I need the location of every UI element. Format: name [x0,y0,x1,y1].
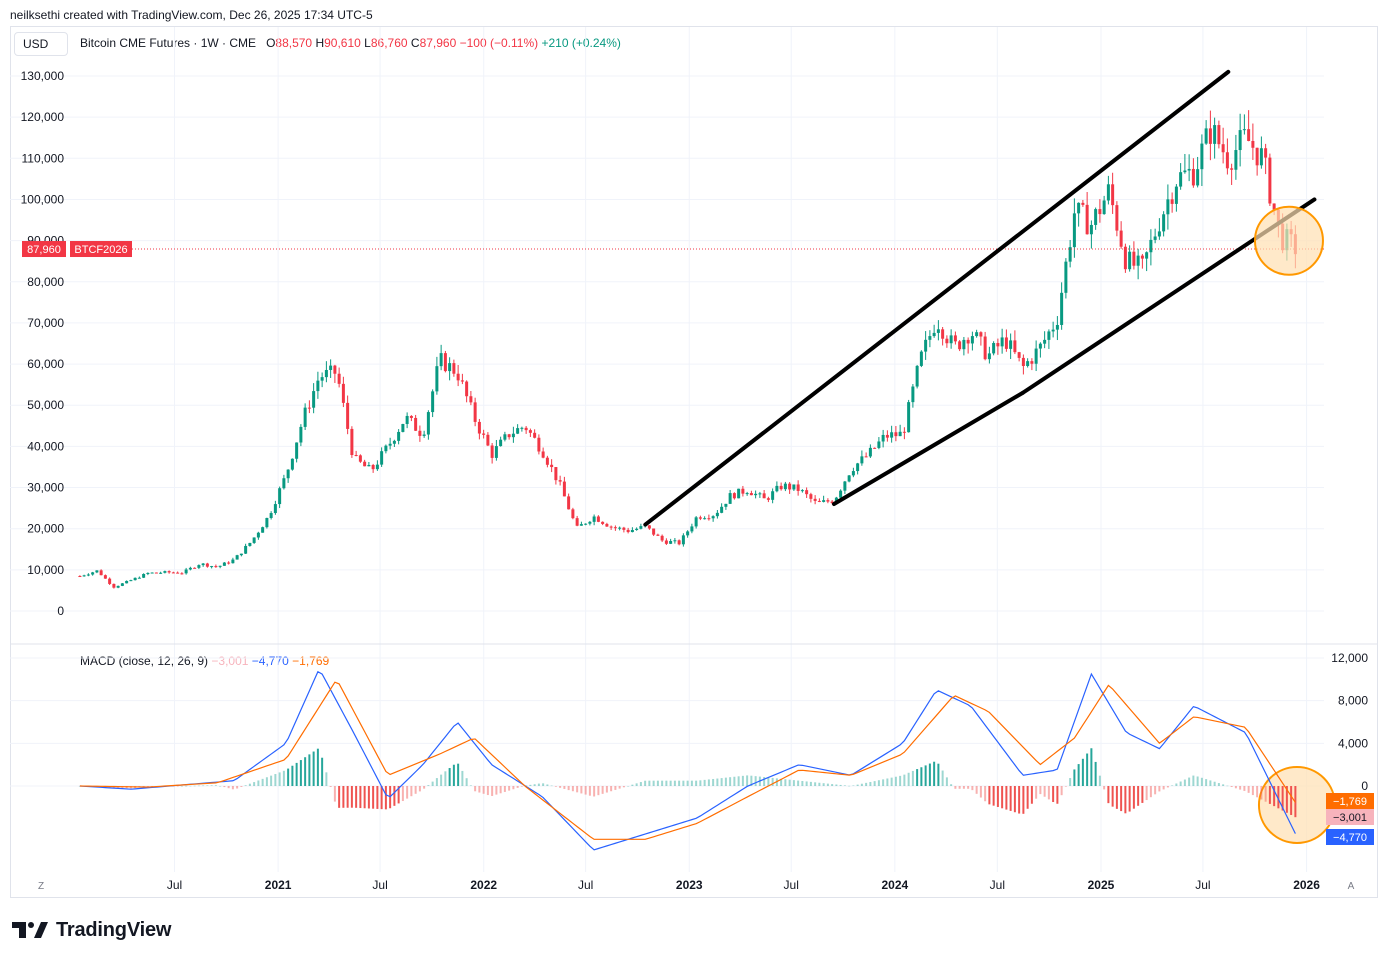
chart-frame [10,26,1378,898]
low-label: L [364,36,371,50]
chart-credit: neilksethi created with TradingView.com,… [10,8,373,22]
low-value: 86,760 [370,36,408,50]
tradingview-logo-icon [12,922,48,938]
tradingview-brand: TradingView [56,918,172,941]
close-label: C [410,36,420,50]
macd-hist-value: −3,001 [211,654,249,668]
macd-signal-value: −1,769 [292,654,330,668]
symbol-title[interactable]: Bitcoin CME Futures · 1W · CME [80,36,257,50]
open-label: O [266,36,276,50]
macd-legend: MACD (close, 12, 26, 9) −3,001 −4,770 −1… [80,654,329,668]
footer: TradingView [12,918,171,942]
open-value: 88,570 [275,36,313,50]
macd-title[interactable]: MACD (close, 12, 26, 9) [80,654,209,668]
close-value: 87,960 [419,36,457,50]
high-label: H [315,36,325,50]
main-legend: Bitcoin CME Futures · 1W · CME O88,570 H… [80,36,621,50]
change-value: −100 (−0.11%) [459,36,539,50]
currency-button[interactable]: USD [14,32,68,56]
macd-line-value: −4,770 [251,654,289,668]
high-value: 90,610 [324,36,361,50]
change-after-hours: +210 (+0.24%) [541,36,621,50]
